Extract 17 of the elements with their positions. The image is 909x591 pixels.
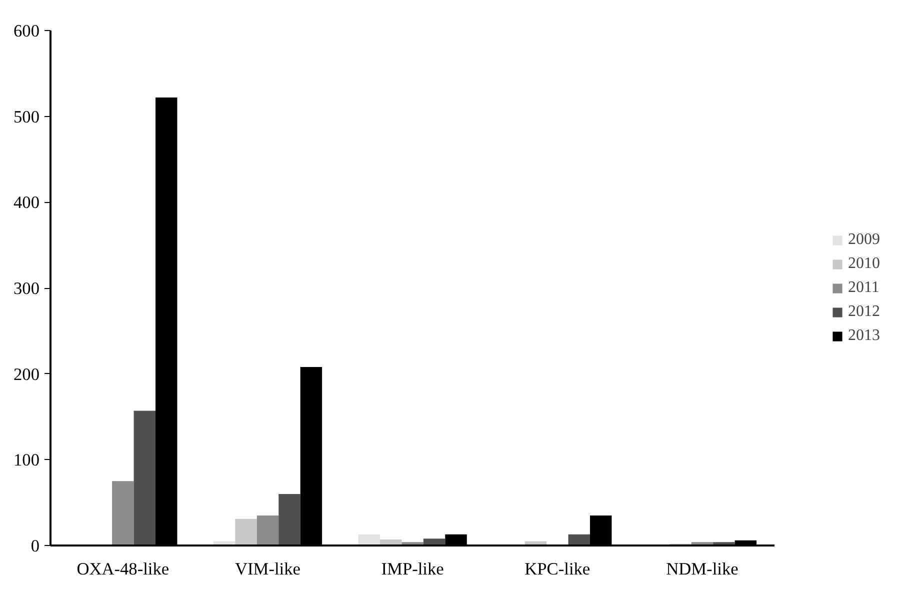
x-tick-label: IMP-like	[381, 560, 444, 578]
legend-label: 2010	[848, 254, 880, 272]
y-tick-label: 600	[14, 22, 40, 40]
legend-label: 2009	[848, 230, 880, 248]
y-tick-label: 500	[14, 107, 40, 126]
y-tick-label: 200	[14, 364, 40, 384]
y-tick-label: 100	[14, 450, 40, 470]
x-tick-label: KPC-like	[524, 560, 590, 578]
x-tick-label: NDM-like	[666, 560, 739, 578]
y-tick-label: 300	[14, 279, 40, 298]
legend-label: 2012	[848, 302, 880, 320]
x-tick-label: VIM-like	[235, 560, 301, 578]
y-tick-label: 400	[14, 193, 40, 212]
legend-label: 2011	[848, 278, 880, 296]
x-tick-label: OXA-48-like	[76, 560, 170, 578]
y-tick-label: 0	[30, 536, 40, 556]
legend-label: 2013	[848, 326, 880, 344]
